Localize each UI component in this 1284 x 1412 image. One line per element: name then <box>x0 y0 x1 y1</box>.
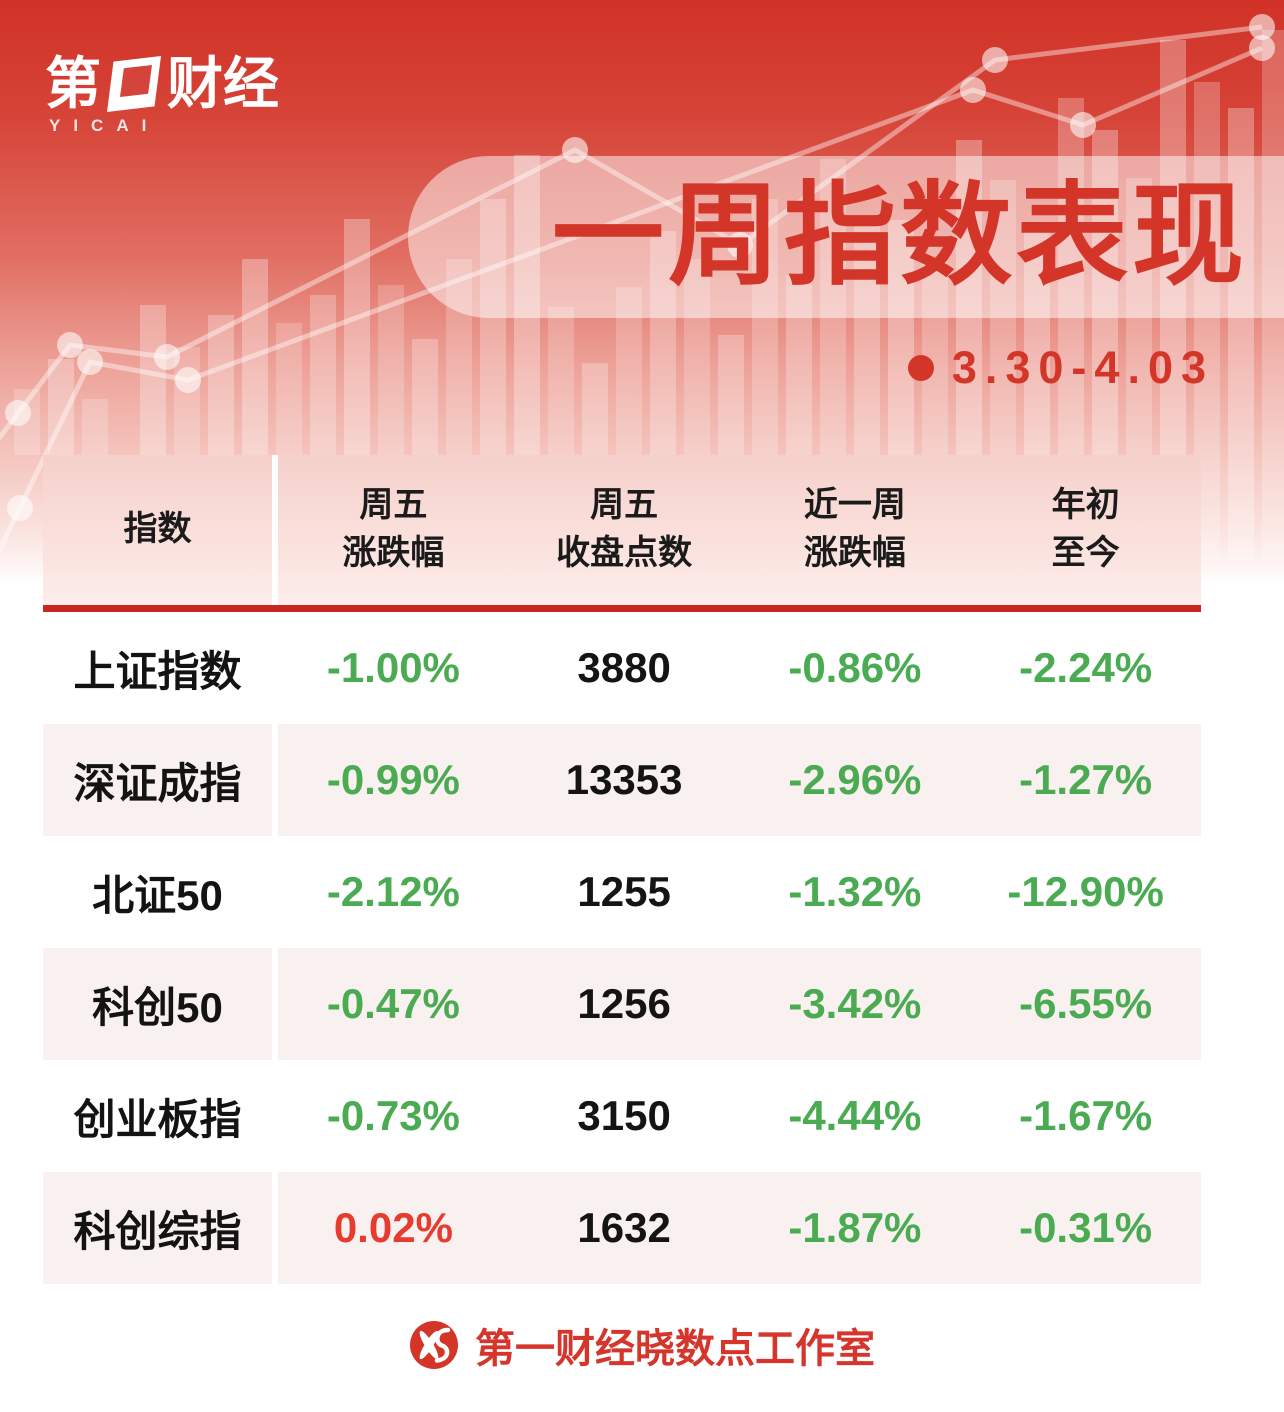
date-range-badge: 3.30-4.03 <box>907 342 1214 394</box>
column-header-ytd: 年初 至今 <box>970 455 1201 605</box>
friday-close-value: 13353 <box>508 724 740 836</box>
brand-char: 第 <box>45 52 101 115</box>
week-change-value: -2.96% <box>739 724 971 836</box>
friday-close-value: 1256 <box>508 948 740 1060</box>
friday-change-value: -1.00% <box>326 644 460 691</box>
week-change-value: -0.86% <box>788 644 922 691</box>
friday-change-value: -0.47% <box>278 948 509 1060</box>
studio-logo-icon <box>410 1321 458 1369</box>
table-row: 创业板指 -0.73% 3150 -4.44% -1.67% <box>43 1060 1201 1172</box>
column-header-index: 指数 <box>43 455 272 605</box>
friday-close-value: 1632 <box>508 1172 740 1284</box>
friday-change-value: 0.02% <box>278 1172 509 1284</box>
index-name: 上证指数 <box>73 647 242 695</box>
column-header-week-change: 近一周 涨跌幅 <box>739 455 971 605</box>
column-header-friday-change: 周五 涨跌幅 <box>278 455 509 605</box>
index-name: 科创综指 <box>43 1172 272 1284</box>
week-change-value: -3.42% <box>739 948 971 1060</box>
ytd-value: -1.67% <box>1019 1092 1153 1139</box>
column-divider <box>272 455 278 605</box>
index-name: 北证50 <box>92 871 223 919</box>
friday-change-value: -0.73% <box>326 1092 460 1139</box>
brand-square-icon <box>107 56 161 112</box>
table-row: 上证指数 -1.00% 3880 -0.86% -2.24% <box>43 612 1201 724</box>
ytd-value: -1.27% <box>970 724 1201 836</box>
ytd-value: -12.90% <box>1007 868 1164 915</box>
table-row: 科创综指 0.02% 1632 -1.87% -0.31% <box>43 1172 1201 1284</box>
ytd-value: -6.55% <box>970 948 1201 1060</box>
friday-close-value: 3150 <box>577 1092 671 1139</box>
table-header-row: 指数 周五 涨跌幅 周五 收盘点数 近一周 涨跌幅 年初 至今 <box>43 455 1201 605</box>
bullet-dot-icon <box>907 355 934 381</box>
friday-change-value: -2.12% <box>326 868 460 915</box>
index-name: 科创50 <box>43 948 272 1060</box>
studio-name: 第一财经晓数点工作室 <box>475 1327 875 1371</box>
week-change-value: -1.87% <box>739 1172 971 1284</box>
brand-logo: 第 财经 YICAI <box>45 56 279 136</box>
index-name: 创业板指 <box>73 1095 242 1143</box>
brand-rest: 财经 <box>167 52 279 115</box>
table-row: 科创50 -0.47% 1256 -3.42% -6.55% <box>43 948 1201 1060</box>
footer: 第一财经晓数点工作室 <box>0 1316 1284 1374</box>
index-performance-table: 指数 周五 涨跌幅 周五 收盘点数 近一周 涨跌幅 年初 至今 上证指数 -1.… <box>43 455 1201 1284</box>
table-row: 深证成指 -0.99% 13353 -2.96% -1.27% <box>43 724 1201 836</box>
brand-latin-wordmark: YICAI <box>49 116 160 135</box>
friday-close-value: 1255 <box>577 868 671 915</box>
ytd-value: -2.24% <box>1019 644 1153 691</box>
friday-close-value: 3880 <box>577 644 671 691</box>
title-pill-background <box>408 156 1284 318</box>
table-row: 北证50 -2.12% 1255 -1.32% -12.90% <box>43 836 1201 948</box>
header-divider-line <box>43 605 1201 612</box>
page-title: 一周指数表现 <box>552 173 1248 298</box>
friday-change-value: -0.99% <box>278 724 509 836</box>
week-change-value: -1.32% <box>788 868 922 915</box>
date-range-text: 3.30-4.03 <box>951 342 1214 393</box>
week-change-value: -4.44% <box>788 1092 922 1139</box>
ytd-value: -0.31% <box>970 1172 1201 1284</box>
column-header-friday-close: 周五 收盘点数 <box>508 455 740 605</box>
index-name: 深证成指 <box>43 724 272 836</box>
